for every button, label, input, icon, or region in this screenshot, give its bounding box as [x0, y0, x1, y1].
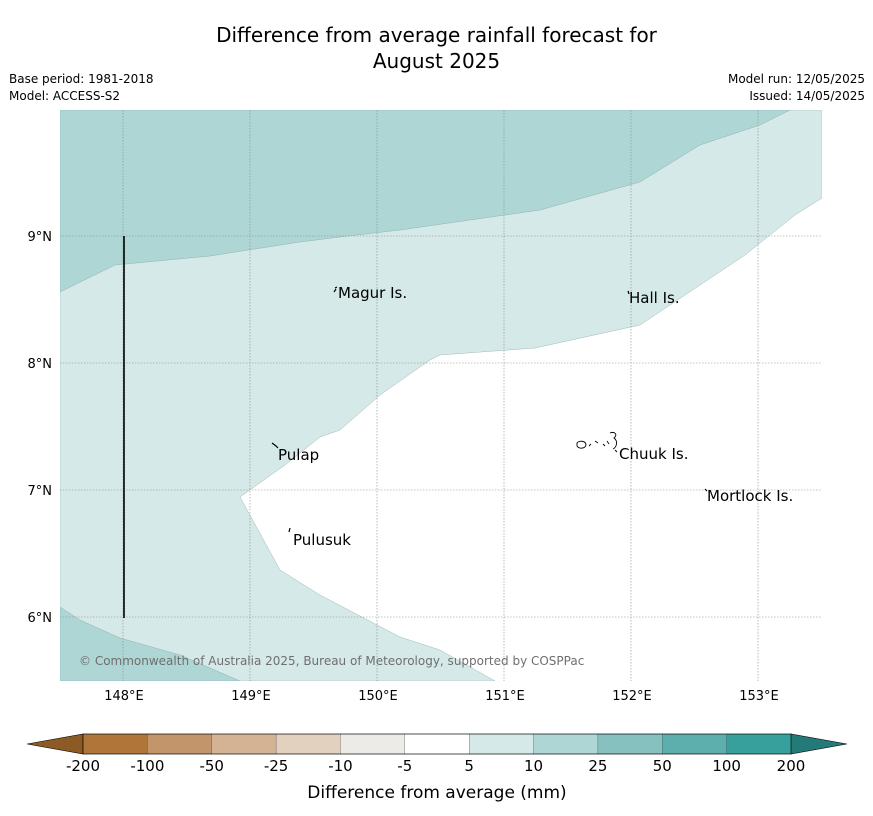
lat-label-8n: 8°N [28, 357, 53, 372]
colorbar-tick-label: -100 [130, 757, 164, 775]
colorbar-tick-label: -50 [199, 757, 224, 775]
mortlock-island-mark [704, 488, 708, 492]
lon-label-150e: 150°E [358, 689, 398, 704]
colorbar-tick-label: -200 [66, 757, 100, 775]
region-10-to-25-south [60, 606, 241, 681]
issued-text: Issued: 14/05/2025 [749, 89, 865, 103]
place-label-pulusuk: Pulusuk [293, 531, 351, 549]
base-period-text: Base period: 1981-2018 [9, 72, 154, 86]
colorbar-bin [275, 733, 342, 755]
magur-island-mark [333, 286, 338, 293]
colorbar-bin [147, 733, 213, 755]
title-line-1: Difference from average rainfall forecas… [216, 23, 657, 47]
region-5-to-10 [60, 110, 822, 681]
latitude-labels: 9°N 8°N 7°N 6°N [28, 230, 53, 626]
map-panel[interactable]: Magur Is. Hall Is. Pulap Chuuk Is. Mortl… [60, 110, 822, 681]
colorbar-bin [340, 733, 406, 755]
lat-label-7n: 7°N [28, 484, 53, 499]
colorbar-tick-label: 5 [464, 757, 474, 775]
colorbar-bin [662, 733, 728, 755]
lon-label-153e: 153°E [739, 689, 779, 704]
colorbar-label: Difference from average (mm) [307, 783, 566, 803]
colorbar-tick-label: 100 [712, 757, 741, 775]
lon-label-149e: 149°E [231, 689, 271, 704]
chuuk-islands-mark [576, 432, 618, 453]
colorbar-bin [533, 733, 599, 755]
pulap-island-mark [271, 442, 279, 449]
hall-island-mark [627, 290, 630, 295]
model-text: Model: ACCESS-S2 [9, 89, 121, 103]
colorbar-above-max-triangle [790, 733, 848, 755]
longitude-labels: 148°E 149°E 150°E 151°E 152°E 153°E [104, 689, 779, 704]
place-label-pulap: Pulap [278, 446, 319, 464]
model-run-text: Model run: 12/05/2025 [727, 72, 865, 86]
lat-label-9n: 9°N [28, 230, 53, 245]
island-marks [271, 286, 708, 533]
lon-label-148e: 148°E [104, 689, 144, 704]
meta-left: Base period: 1981-2018 Model: ACCESS-S2 [9, 71, 154, 105]
colorbar-tick-label: -5 [397, 757, 412, 775]
colorbar-outline [82, 733, 792, 755]
lat-label-6n: 6°N [28, 611, 53, 626]
colorbar-tick-label: -10 [328, 757, 353, 775]
colorbar: -200 -100 -50 -25 -10 -5 5 10 25 50 100 200 Differe… [26, 733, 848, 803]
colorbar-bin [82, 733, 149, 755]
place-label-hall: Hall Is. [629, 289, 680, 307]
region-10-to-25-north [60, 110, 791, 293]
colorbar-tick-label: 200 [777, 757, 806, 775]
colorbar-bin [469, 733, 535, 755]
colorbar-bin [404, 733, 470, 755]
colorbar-below-min-triangle [26, 733, 84, 755]
colorbar-bin [597, 733, 663, 755]
colorbar-bin [211, 733, 277, 755]
place-label-magur: Magur Is. [338, 284, 407, 302]
meta-right: Model run: 12/05/2025 Issued: 14/05/2025 [728, 71, 865, 105]
colorbar-tick-label: 10 [524, 757, 543, 775]
lon-label-152e: 152°E [612, 689, 652, 704]
chart-title: Difference from average rainfall forecas… [0, 22, 873, 74]
gridlines [60, 110, 822, 681]
colorbar-tick-label: -25 [264, 757, 289, 775]
lon-label-151e: 151°E [485, 689, 525, 704]
colorbar-bin [726, 733, 792, 755]
place-label-mortlock: Mortlock Is. [707, 487, 793, 505]
credit-text: © Commonwealth of Australia 2025, Bureau… [79, 654, 584, 668]
pulusuk-island-mark [288, 527, 291, 533]
title-line-2: August 2025 [372, 49, 501, 73]
colorbar-tick-label: 50 [653, 757, 672, 775]
colorbar-tick-label: 25 [588, 757, 607, 775]
place-label-chuuk: Chuuk Is. [619, 445, 688, 463]
